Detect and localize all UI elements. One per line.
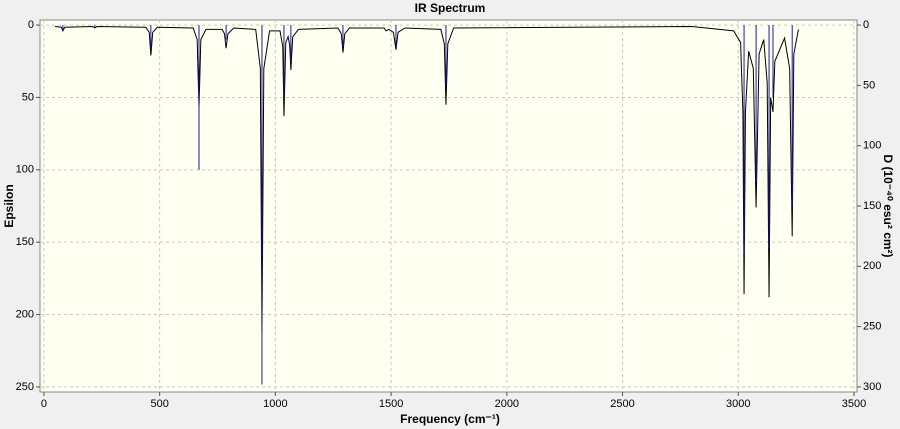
spectrum-line bbox=[54, 26, 799, 334]
y-tick-label: 0 bbox=[28, 19, 34, 31]
y-tick-label: 250 bbox=[16, 381, 34, 393]
x-tick-label: 1500 bbox=[379, 398, 403, 410]
y2-tick-label: 50 bbox=[863, 79, 875, 91]
y2-tick-label: 200 bbox=[863, 260, 881, 272]
y2-tick-label: 150 bbox=[863, 200, 881, 212]
y2-axis-label: D (10⁻⁴⁰ esu² cm²) bbox=[881, 154, 895, 257]
x-tick-label: 1000 bbox=[263, 398, 287, 410]
x-tick-label: 0 bbox=[41, 398, 47, 410]
x-tick-label: 500 bbox=[150, 398, 168, 410]
y2-tick-label: 250 bbox=[863, 321, 881, 333]
x-tick-label: 3500 bbox=[842, 398, 866, 410]
y2-tick-label: 100 bbox=[863, 140, 881, 152]
y-tick-label: 150 bbox=[16, 236, 34, 248]
chart-title: IR Spectrum bbox=[415, 1, 486, 15]
plot-area bbox=[39, 19, 858, 393]
x-axis-label: Frequency (cm⁻¹) bbox=[400, 412, 500, 426]
y-tick-label: 200 bbox=[16, 308, 34, 320]
y-tick-label: 50 bbox=[22, 91, 34, 103]
x-tick-label: 2000 bbox=[495, 398, 519, 410]
x-tick-label: 3000 bbox=[726, 398, 750, 410]
y-tick-label: 100 bbox=[16, 164, 34, 176]
y2-tick-label: 0 bbox=[863, 19, 869, 31]
x-tick-label: 2500 bbox=[610, 398, 634, 410]
y-axis-label: Epsilon bbox=[2, 184, 16, 227]
y2-tick-label: 300 bbox=[863, 381, 881, 393]
